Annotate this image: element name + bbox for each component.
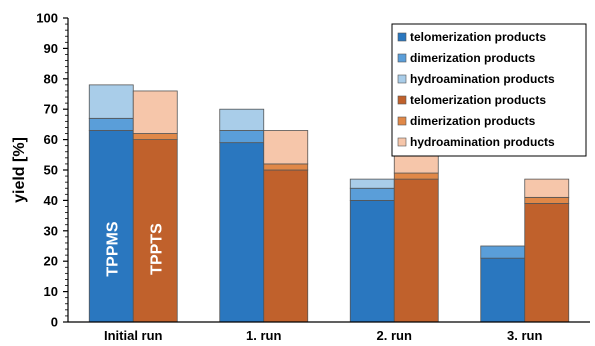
x-category-label: Initial run: [104, 328, 163, 343]
bar-segment-tppts-telomerization: [263, 169, 309, 323]
legend-swatch: [397, 53, 407, 63]
y-tick-label: 20: [44, 254, 58, 269]
y-tick-label: 30: [44, 223, 58, 238]
bar-segment-tppms-hydroamination: [349, 178, 395, 189]
bar-annotation: TPPTS: [148, 223, 165, 275]
legend-entry-label: dimerization products: [410, 51, 536, 65]
x-category-label: 1. run: [246, 328, 281, 343]
y-tick-label: 100: [36, 11, 58, 26]
x-category-label: 2. run: [377, 328, 412, 343]
bar-segment-tppms-hydroamination: [219, 108, 265, 131]
y-tick-label: 10: [44, 284, 58, 299]
y-axis-ticks: 0 10 20 30 40 50 60 70 80 90 100: [36, 11, 68, 330]
bar-segment-tppms-telomerization: [219, 142, 265, 323]
legend-entry-label: telomerization products: [410, 30, 546, 44]
legend-entry-label: telomerization products: [410, 93, 546, 107]
bar-segment-tppms-telomerization: [88, 130, 134, 323]
legend-swatch: [397, 95, 407, 105]
legend-entry-label: hydroamination products: [410, 72, 555, 86]
bar-segment-tppts-hydroamination: [132, 90, 178, 134]
legend-swatch: [397, 116, 407, 126]
bar-segment-tppms-telomerization: [349, 199, 395, 323]
bar-segment-tppts-telomerization: [393, 178, 439, 323]
bar-segment-tppms-dimerization: [219, 130, 265, 144]
legend-entry-label: dimerization products: [410, 114, 536, 128]
y-tick-label: 60: [44, 132, 58, 147]
legend-swatch: [397, 74, 407, 84]
bar-labels: TPPMS TPPTS: [104, 221, 165, 276]
y-tick-label: 50: [44, 163, 58, 178]
bar-segment-tppms-dimerization: [88, 117, 134, 131]
bar-segment-tppts-dimerization: [263, 163, 309, 171]
bar-segment-tppms-hydroamination: [88, 84, 134, 119]
bar-segment-tppts-dimerization: [524, 196, 570, 204]
bar-segment-tppms-dimerization: [349, 187, 395, 201]
bar-segment-tppts-telomerization: [524, 203, 570, 323]
y-tick-label: 0: [51, 315, 58, 330]
bar-segment-tppts-dimerization: [393, 172, 439, 180]
legend-swatch: [397, 32, 407, 42]
x-category-label: 3. run: [507, 328, 542, 343]
bar-segment-tppts-dimerization: [132, 133, 178, 141]
y-tick-label: 80: [44, 71, 58, 86]
y-tick-label: 90: [44, 41, 58, 56]
x-axis-categories: Initial run 1. run 2. run 3. run: [104, 328, 543, 343]
bar-annotation: TPPMS: [104, 221, 121, 276]
y-axis-label: yield [%]: [11, 137, 28, 203]
y-tick-label: 70: [44, 102, 58, 117]
bar-segment-tppms-dimerization: [480, 245, 526, 259]
bar-segment-tppts-hydroamination: [524, 178, 570, 198]
bar-segment-tppts-telomerization: [132, 139, 178, 323]
legend-entry-label: hydroamination products: [410, 135, 555, 149]
y-tick-label: 40: [44, 193, 58, 208]
legend-swatch: [397, 137, 407, 147]
legend-box: [391, 23, 587, 157]
bar-segment-tppms-telomerization: [480, 257, 526, 323]
legend: telomerization products dimerization prod…: [391, 23, 587, 157]
bars: [88, 84, 570, 323]
bar-segment-tppts-hydroamination: [263, 130, 309, 165]
